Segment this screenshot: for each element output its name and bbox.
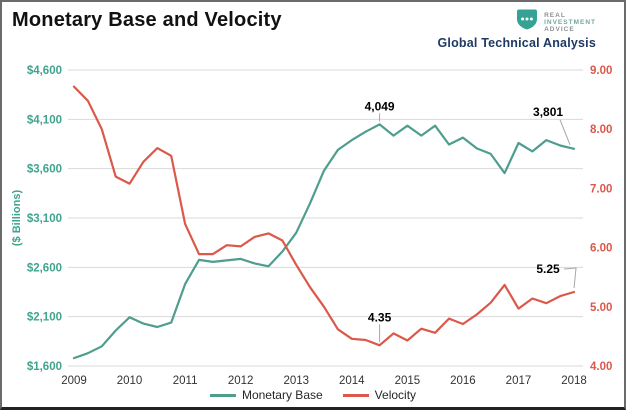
left-axis-tick-label: $2,600	[27, 262, 62, 274]
x-axis-tick-label: 2009	[61, 375, 87, 387]
legend-label-monetary-base: Monetary Base	[241, 388, 323, 402]
x-axis-tick-label: 2017	[506, 375, 532, 387]
x-axis-tick-label: 2018	[561, 375, 587, 387]
right-axis-tick-label: 6.00	[590, 243, 612, 255]
data-label: 4,049	[365, 99, 395, 113]
left-axis-tick-label: $4,600	[27, 65, 62, 77]
monetary-base-line	[72, 123, 576, 360]
velocity-line-swatch	[342, 393, 369, 397]
brand-line-2: INVESTMENT	[544, 18, 596, 26]
x-axis-tick-label: 2016	[450, 375, 476, 387]
x-axis-tick-label: 2014	[339, 375, 365, 387]
data-label: 4.35	[368, 310, 392, 324]
brand-line-3: ADVICE	[544, 25, 575, 33]
annotation-leader	[559, 119, 571, 146]
left-axis-tick-label: $3,600	[27, 164, 62, 176]
velocity-line	[72, 85, 576, 347]
page-title: Monetary Base and Velocity	[12, 9, 282, 31]
data-label: 3,801	[533, 105, 563, 119]
x-axis-tick-label: 2011	[173, 375, 198, 387]
annotation-leader	[563, 267, 577, 289]
right-axis-tick-label: 4.00	[590, 361, 612, 373]
shield-icon	[516, 8, 538, 36]
right-axis-tick-label: 5.00	[590, 302, 612, 314]
left-axis-tick-label: $2,100	[27, 312, 62, 324]
x-axis-tick-label: 2013	[283, 375, 309, 387]
legend-label-velocity: Velocity	[374, 388, 417, 402]
legend-item-velocity: Velocity	[342, 388, 417, 402]
left-axis-tick-label: $4,100	[27, 114, 62, 126]
monetary-base-line-swatch	[209, 393, 236, 397]
x-axis-tick-label: 2012	[228, 375, 254, 387]
brand-line-1: REAL	[544, 11, 566, 19]
left-axis-tick-label: $3,100	[27, 213, 62, 225]
left-axis-tick-label: $1,600	[27, 361, 62, 373]
brand-wordmark: REAL INVESTMENT ADVICE	[544, 12, 596, 33]
brand-subtitle: Global Technical Analysis	[437, 36, 596, 50]
data-label: 5.25	[536, 262, 560, 276]
brand-logo: REAL INVESTMENT ADVICE	[516, 8, 596, 36]
right-axis-tick-label: 8.00	[590, 124, 612, 136]
right-axis-tick-label: 7.00	[590, 183, 612, 195]
x-axis-tick-label: 2015	[395, 375, 421, 387]
legend-item-monetary-base: Monetary Base	[209, 388, 323, 402]
right-axis-tick-label: 9.00	[590, 65, 612, 77]
x-axis-tick-label: 2010	[117, 375, 143, 387]
chart-legend: Monetary Base Velocity	[2, 388, 624, 402]
